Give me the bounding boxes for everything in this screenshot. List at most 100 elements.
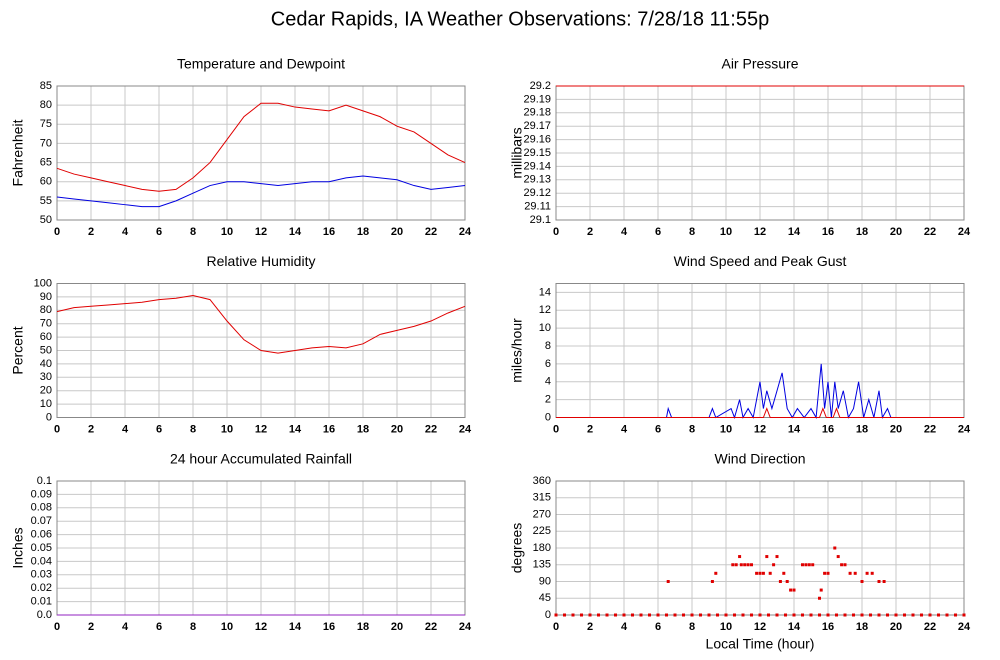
y-tick-label: 70 bbox=[40, 318, 52, 330]
y-tick-label: 180 bbox=[533, 542, 551, 554]
data-point bbox=[761, 571, 765, 575]
x-tick-label: 0 bbox=[54, 226, 60, 238]
x-axis-label: Local Time (hour) bbox=[706, 636, 815, 652]
data-point bbox=[818, 596, 821, 600]
x-tick-label: 0 bbox=[54, 423, 60, 435]
data-point bbox=[639, 613, 643, 617]
data-point bbox=[758, 571, 762, 575]
x-tick-label: 20 bbox=[890, 423, 902, 435]
data-point bbox=[840, 563, 844, 567]
data-point bbox=[716, 613, 719, 617]
y-tick-label: 20 bbox=[40, 385, 52, 397]
data-point bbox=[731, 563, 735, 567]
x-tick-label: 20 bbox=[391, 423, 403, 435]
chart-title: Wind Direction bbox=[714, 451, 805, 467]
data-point bbox=[554, 613, 558, 617]
y-tick-label: 0.08 bbox=[31, 502, 52, 514]
data-line bbox=[556, 407, 964, 418]
data-point bbox=[804, 563, 808, 567]
data-point bbox=[928, 613, 932, 617]
y-tick-label: 50 bbox=[40, 214, 52, 226]
x-tick-label: 12 bbox=[255, 226, 267, 238]
x-tick-label: 6 bbox=[655, 621, 661, 633]
y-tick-label: 0.0 bbox=[37, 609, 52, 621]
data-point bbox=[782, 571, 786, 575]
x-tick-label: 14 bbox=[788, 226, 801, 238]
data-point bbox=[772, 563, 776, 567]
y-tick-label: 0 bbox=[545, 609, 551, 621]
y-axis-label: Inches bbox=[10, 527, 26, 568]
x-tick-label: 16 bbox=[323, 423, 335, 435]
data-point bbox=[801, 563, 804, 567]
data-point bbox=[870, 571, 874, 575]
x-tick-label: 10 bbox=[221, 423, 233, 435]
data-point bbox=[768, 571, 772, 575]
y-tick-label: 6 bbox=[545, 358, 551, 370]
x-tick-label: 12 bbox=[754, 226, 766, 238]
y-tick-label: 100 bbox=[34, 277, 52, 289]
x-tick-label: 14 bbox=[289, 226, 302, 238]
y-tick-label: 135 bbox=[533, 559, 551, 571]
data-point bbox=[826, 571, 830, 575]
x-tick-label: 2 bbox=[587, 621, 593, 633]
y-axis-label: miles/hour bbox=[509, 318, 525, 383]
y-tick-label: 225 bbox=[533, 525, 551, 537]
data-point bbox=[648, 613, 651, 617]
data-point bbox=[860, 580, 864, 583]
data-point bbox=[743, 563, 747, 567]
data-point bbox=[707, 613, 711, 617]
x-tick-label: 12 bbox=[754, 621, 766, 633]
x-tick-label: 8 bbox=[190, 226, 196, 238]
y-tick-label: 29.2 bbox=[530, 80, 551, 92]
data-point bbox=[690, 613, 694, 617]
data-point bbox=[673, 613, 677, 617]
x-tick-label: 4 bbox=[621, 423, 628, 435]
x-tick-label: 0 bbox=[553, 423, 559, 435]
x-tick-label: 8 bbox=[190, 423, 196, 435]
y-axis-label: millibars bbox=[509, 127, 525, 178]
y-tick-label: 10 bbox=[539, 322, 551, 334]
data-point bbox=[792, 588, 796, 592]
y-tick-label: 10 bbox=[40, 398, 52, 410]
data-point bbox=[818, 613, 821, 617]
x-tick-label: 6 bbox=[156, 621, 162, 633]
y-tick-label: 0.02 bbox=[31, 582, 52, 594]
x-tick-label: 4 bbox=[621, 226, 628, 238]
chart-title: Temperature and Dewpoint bbox=[177, 56, 345, 72]
y-tick-label: 0.09 bbox=[31, 488, 52, 500]
x-tick-label: 10 bbox=[221, 621, 233, 633]
y-tick-label: 12 bbox=[539, 304, 551, 316]
data-point bbox=[836, 555, 840, 559]
y-tick-label: 60 bbox=[40, 331, 52, 343]
y-tick-label: 0.07 bbox=[31, 515, 52, 527]
x-tick-label: 18 bbox=[856, 226, 868, 238]
data-point bbox=[877, 580, 881, 583]
data-point bbox=[807, 563, 811, 567]
y-tick-label: 50 bbox=[40, 344, 52, 356]
x-tick-label: 22 bbox=[924, 226, 936, 238]
data-point bbox=[843, 563, 847, 567]
data-point bbox=[848, 571, 852, 575]
y-tick-label: 29.19 bbox=[523, 93, 551, 105]
x-tick-label: 0 bbox=[553, 226, 559, 238]
x-tick-label: 16 bbox=[323, 226, 335, 238]
x-tick-label: 2 bbox=[587, 226, 593, 238]
data-point bbox=[823, 571, 827, 575]
data-point bbox=[775, 613, 779, 617]
x-tick-label: 2 bbox=[88, 226, 94, 238]
data-point bbox=[588, 613, 592, 617]
y-tick-label: 0 bbox=[545, 411, 551, 423]
y-tick-label: 14 bbox=[539, 286, 551, 298]
y-tick-label: 0 bbox=[46, 411, 52, 423]
data-point bbox=[739, 563, 743, 567]
main-title: Cedar Rapids, IA Weather Observations: 7… bbox=[271, 8, 769, 30]
x-tick-label: 14 bbox=[289, 621, 302, 633]
x-tick-label: 22 bbox=[425, 423, 437, 435]
data-line bbox=[56, 102, 466, 192]
y-tick-label: 75 bbox=[40, 118, 52, 130]
y-tick-label: 0.01 bbox=[31, 596, 52, 608]
x-tick-label: 8 bbox=[689, 423, 695, 435]
y-tick-label: 29.15 bbox=[523, 147, 551, 159]
data-point bbox=[710, 580, 714, 583]
x-tick-label: 16 bbox=[822, 423, 834, 435]
